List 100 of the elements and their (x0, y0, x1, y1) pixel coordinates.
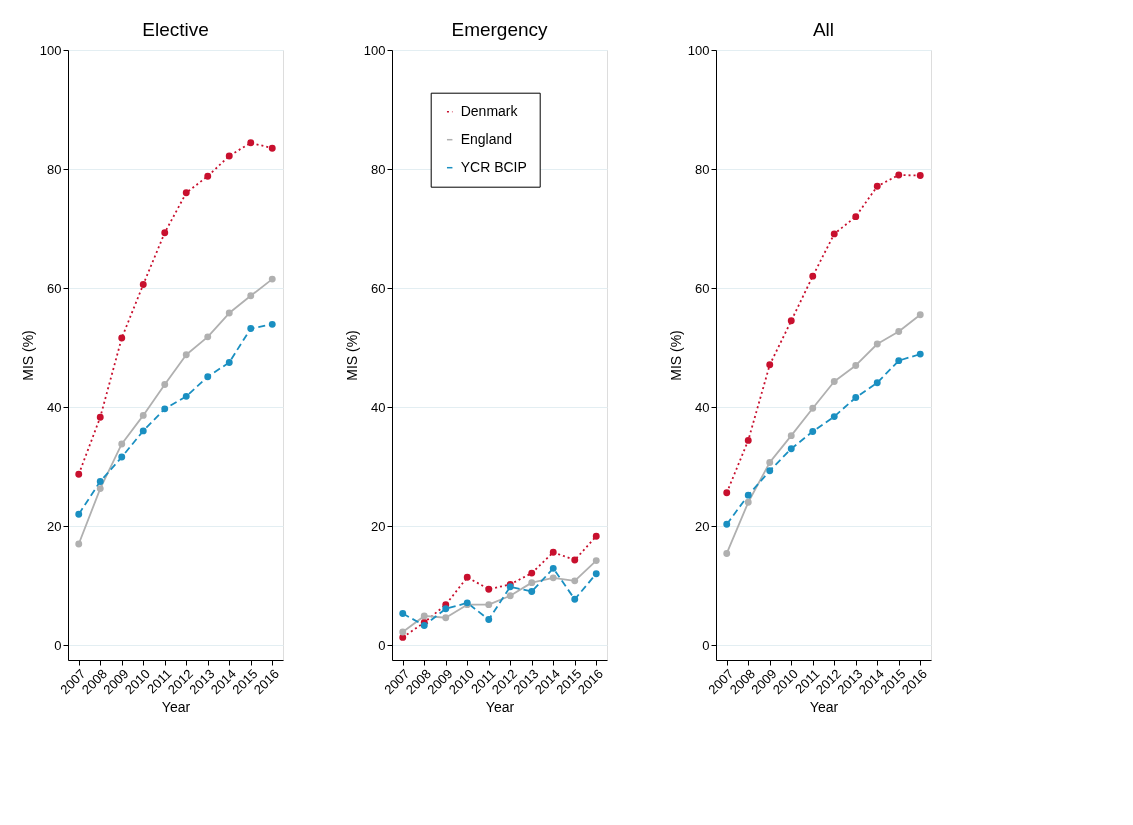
point (204, 172, 212, 180)
point (809, 272, 817, 280)
legend-label: YCR BCIP (460, 158, 527, 175)
legend-label: England (460, 130, 513, 147)
point (744, 436, 752, 444)
point (399, 628, 407, 636)
point (420, 612, 428, 620)
point (96, 485, 104, 493)
point (96, 413, 104, 421)
point (485, 616, 493, 623)
point (75, 540, 83, 548)
point (592, 532, 600, 540)
y-tick-label: 40 (47, 399, 62, 415)
y-tick-label: 60 (695, 280, 710, 296)
point (182, 392, 190, 400)
y-tick-label: 40 (371, 399, 386, 415)
point (895, 357, 903, 365)
point (182, 189, 190, 197)
point (809, 404, 817, 412)
y-axis-title: MIS (%) (667, 330, 684, 381)
point (787, 432, 795, 440)
point (182, 351, 190, 359)
point (852, 394, 860, 402)
point (766, 458, 774, 466)
point (118, 334, 126, 342)
point (873, 340, 881, 348)
y-tick-label: 60 (371, 280, 386, 296)
y-tick-label: 0 (702, 637, 710, 653)
point (744, 498, 752, 506)
point (916, 172, 924, 180)
point (830, 378, 838, 385)
chart-title: Elective (142, 19, 209, 40)
point (139, 281, 147, 288)
y-tick-label: 100 (39, 42, 62, 58)
point (549, 564, 557, 572)
point (916, 350, 924, 358)
y-tick-label: 0 (54, 637, 62, 653)
point (75, 470, 83, 478)
point (895, 171, 903, 179)
point (204, 373, 212, 381)
point (723, 520, 731, 528)
point (399, 633, 407, 641)
point (873, 379, 881, 387)
point (225, 152, 233, 160)
point (571, 577, 579, 585)
chart-title: All (812, 19, 835, 40)
point (225, 309, 233, 317)
point (161, 381, 169, 388)
point (830, 230, 838, 238)
point (723, 489, 731, 497)
point (399, 610, 407, 618)
point (442, 605, 450, 613)
point (852, 361, 860, 369)
chart-title: Emergency (451, 19, 549, 40)
point (528, 588, 536, 596)
y-tick-label: 40 (695, 399, 710, 415)
point (916, 311, 924, 319)
y-tick-label: 20 (695, 518, 710, 534)
point (873, 182, 881, 190)
y-tick-label: 100 (687, 42, 710, 58)
point (247, 292, 255, 300)
point (549, 574, 557, 582)
point (895, 328, 903, 335)
point (442, 614, 450, 622)
point (809, 428, 817, 435)
point (118, 453, 126, 461)
point (787, 445, 795, 453)
point (528, 579, 536, 587)
point (268, 144, 276, 152)
point (204, 333, 212, 341)
y-tick-label: 20 (47, 518, 62, 534)
y-tick-label: 20 (371, 518, 386, 534)
y-axis-title: MIS (%) (343, 330, 360, 381)
point (485, 601, 493, 609)
point (268, 275, 276, 283)
point (549, 548, 557, 556)
point (787, 317, 795, 325)
y-tick-label: 80 (47, 161, 62, 177)
point (247, 325, 255, 332)
point (485, 585, 493, 593)
point (571, 556, 579, 564)
point (139, 411, 147, 419)
y-tick-label: 0 (378, 637, 386, 653)
point (225, 358, 233, 366)
point (592, 557, 600, 565)
x-axis-title: Year (161, 699, 191, 716)
point (506, 592, 514, 600)
point (571, 595, 579, 603)
point (463, 573, 471, 581)
y-tick-label: 80 (695, 161, 710, 177)
point (830, 413, 838, 421)
point (592, 570, 600, 578)
point (139, 427, 147, 435)
point (161, 229, 169, 237)
point (161, 405, 169, 413)
point (528, 569, 536, 577)
x-axis-title: Year (809, 699, 839, 716)
point (766, 361, 774, 369)
point (247, 139, 255, 147)
point (268, 320, 276, 328)
